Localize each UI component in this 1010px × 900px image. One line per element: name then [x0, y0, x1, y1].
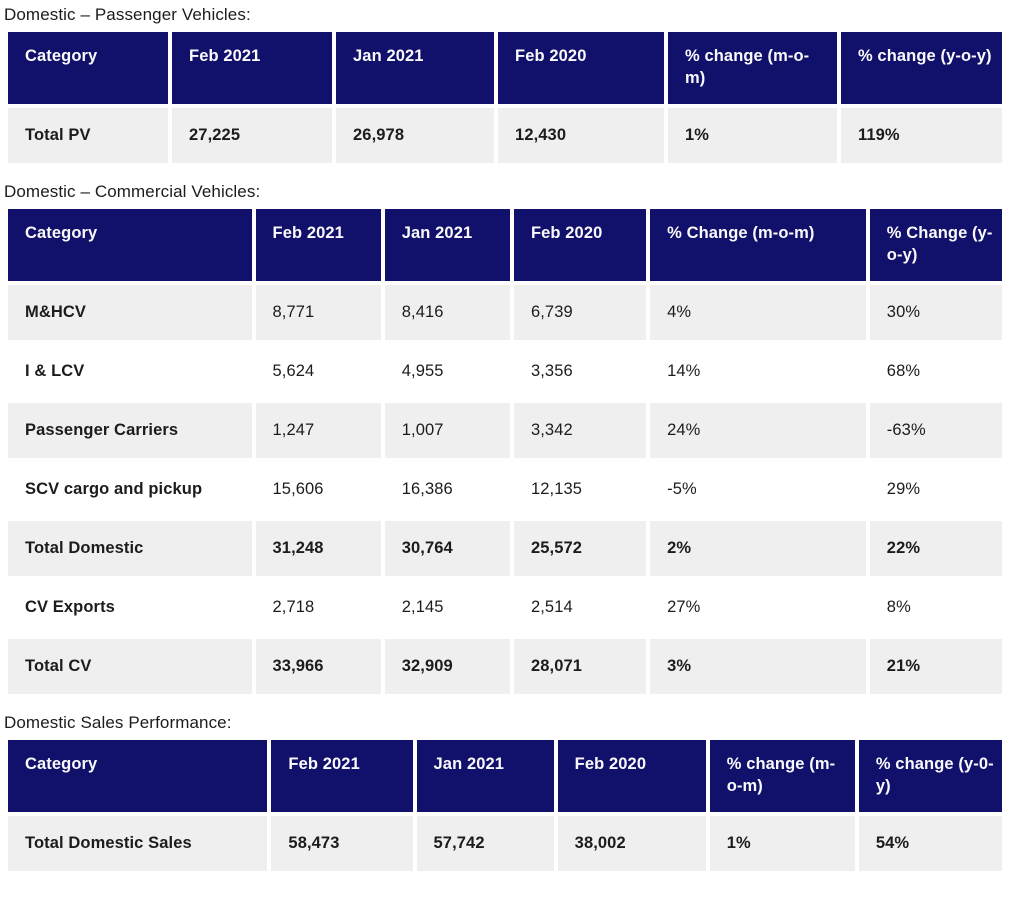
- category-cell: Total PV: [8, 104, 169, 163]
- category-cell: CV Exports: [8, 576, 252, 635]
- table-row: Total CV 33,966 32,909 28,071 3% 21%: [8, 635, 1002, 694]
- value-cell: 14%: [646, 340, 866, 399]
- category-cell: I & LCV: [8, 340, 252, 399]
- value-cell: 8,771: [251, 281, 381, 340]
- column-header: Jan 2021: [332, 32, 495, 104]
- value-cell: 27,225: [168, 104, 333, 163]
- commercial-vehicles-section: Domestic – Commercial Vehicles: Category…: [4, 182, 1002, 694]
- value-cell: 2,145: [380, 576, 510, 635]
- value-cell: 33,966: [251, 635, 381, 694]
- table-header-row: Category Feb 2021 Jan 2021 Feb 2020% change…: [8, 32, 1002, 104]
- column-header: % Change (m-o-m): [646, 209, 866, 281]
- value-cell: 1,247: [251, 399, 381, 458]
- column-header: Feb 2021: [168, 32, 333, 104]
- value-cell: 31,248: [251, 517, 381, 576]
- table-row: Passenger Carriers 1,247 1,007 3,342 24% -63%: [8, 399, 1002, 458]
- value-cell: 26,978: [332, 104, 495, 163]
- value-cell: -63%: [865, 399, 1002, 458]
- value-cell: 6,739: [509, 281, 647, 340]
- table-row: Total PV 27,225 26,978 12,430 1% 119%: [8, 104, 1002, 163]
- value-cell: 2,718: [251, 576, 381, 635]
- column-header: % Change (y-o-y): [865, 209, 1002, 281]
- value-cell: 38,002: [553, 812, 706, 871]
- column-header: Feb 2020: [509, 209, 647, 281]
- value-cell: 68%: [865, 340, 1002, 399]
- column-header: Feb 2020: [553, 740, 706, 812]
- value-cell: 1%: [705, 812, 855, 871]
- column-header: % change (m-o-m): [664, 32, 837, 104]
- column-header-category: Category: [8, 740, 268, 812]
- value-cell: 119%: [836, 104, 1002, 163]
- column-header: Feb 2020: [494, 32, 665, 104]
- column-header: % change (m-o-m): [705, 740, 855, 812]
- table-row: Total Domestic 31,248 30,764 25,572 2% 22%: [8, 517, 1002, 576]
- column-header: Jan 2021: [412, 740, 554, 812]
- value-cell: 1%: [664, 104, 837, 163]
- passenger-vehicles-table: Category Feb 2021 Jan 2021 Feb 2020% change…: [8, 32, 1002, 163]
- column-header: Feb 2021: [251, 209, 381, 281]
- value-cell: 25,572: [509, 517, 647, 576]
- value-cell: 29%: [865, 458, 1002, 517]
- value-cell: 2%: [646, 517, 866, 576]
- passenger-vehicles-section: Domestic – Passenger Vehicles: Category F…: [4, 5, 1002, 163]
- value-cell: 16,386: [380, 458, 510, 517]
- value-cell: 21%: [865, 635, 1002, 694]
- sales-performance-section: Domestic Sales Performance: Category Feb …: [4, 713, 1002, 871]
- section-title-commercial-vehicles: Domestic – Commercial Vehicles:: [4, 182, 261, 201]
- value-cell: 30,764: [380, 517, 510, 576]
- value-cell: 8,416: [380, 281, 510, 340]
- value-cell: 3,342: [509, 399, 647, 458]
- value-cell: 27%: [646, 576, 866, 635]
- table-row: Total Domestic Sales 58,473 57,742 38,002 1%…: [8, 812, 1002, 871]
- category-cell: Total Domestic Sales: [8, 812, 268, 871]
- sales-performance-table: Category Feb 2021 Jan 2021 Feb 2020% change…: [8, 740, 1002, 871]
- column-header: Feb 2021: [267, 740, 413, 812]
- table-row: CV Exports 2,718 2,145 2,514 27% 8%: [8, 576, 1002, 635]
- column-header: % change (y-0-y): [854, 740, 1002, 812]
- value-cell: 57,742: [412, 812, 554, 871]
- table-header-row: Category Feb 2021 Jan 2021 Feb 2020% Change…: [8, 209, 1002, 281]
- category-cell: SCV cargo and pickup: [8, 458, 252, 517]
- category-cell: Total CV: [8, 635, 252, 694]
- value-cell: 54%: [854, 812, 1002, 871]
- category-cell: Total Domestic: [8, 517, 252, 576]
- value-cell: 3%: [646, 635, 866, 694]
- column-header-category: Category: [8, 209, 252, 281]
- value-cell: 2,514: [509, 576, 647, 635]
- column-header: Jan 2021: [380, 209, 510, 281]
- value-cell: -5%: [646, 458, 866, 517]
- value-cell: 28,071: [509, 635, 647, 694]
- value-cell: 3,356: [509, 340, 647, 399]
- category-cell: M&HCV: [8, 281, 252, 340]
- value-cell: 58,473: [267, 812, 413, 871]
- table-header-row: Category Feb 2021 Jan 2021 Feb 2020% change…: [8, 740, 1002, 812]
- table-row: M&HCV 8,771 8,416 6,739 4% 30%: [8, 281, 1002, 340]
- value-cell: 4,955: [380, 340, 510, 399]
- commercial-vehicles-table: Category Feb 2021 Jan 2021 Feb 2020% Change…: [8, 209, 1002, 694]
- value-cell: 15,606: [251, 458, 381, 517]
- value-cell: 1,007: [380, 399, 510, 458]
- value-cell: 12,430: [494, 104, 665, 163]
- value-cell: 22%: [865, 517, 1002, 576]
- section-title-passenger-vehicles: Domestic – Passenger Vehicles:: [4, 5, 251, 24]
- value-cell: 5,624: [251, 340, 381, 399]
- table-row: SCV cargo and pickup 15,606 16,386 12,135 -5…: [8, 458, 1002, 517]
- category-cell: Passenger Carriers: [8, 399, 252, 458]
- section-title-sales-performance: Domestic Sales Performance:: [4, 713, 232, 732]
- value-cell: 8%: [865, 576, 1002, 635]
- value-cell: 24%: [646, 399, 866, 458]
- table-row: I & LCV 5,624 4,955 3,356 14% 68%: [8, 340, 1002, 399]
- value-cell: 12,135: [509, 458, 647, 517]
- value-cell: 32,909: [380, 635, 510, 694]
- column-header-category: Category: [8, 32, 169, 104]
- value-cell: 30%: [865, 281, 1002, 340]
- value-cell: 4%: [646, 281, 866, 340]
- column-header: % change (y-o-y): [836, 32, 1002, 104]
